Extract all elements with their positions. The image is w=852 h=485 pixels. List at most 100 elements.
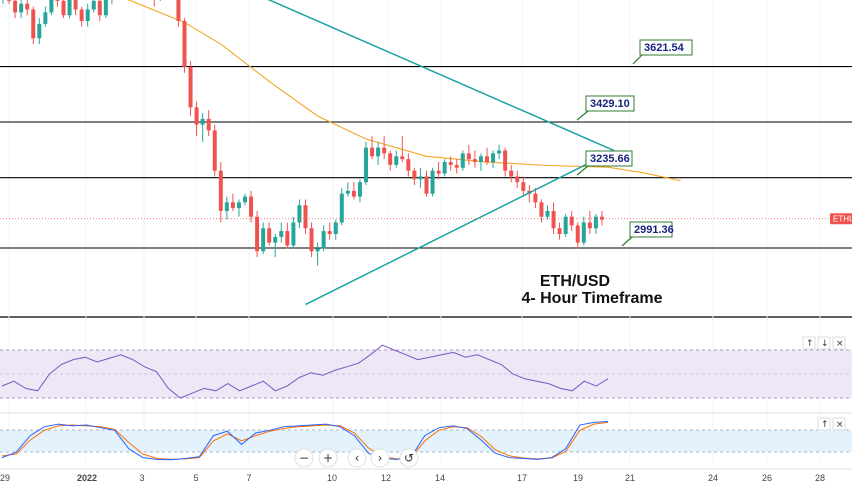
candle-body bbox=[261, 228, 266, 252]
candle-body bbox=[466, 153, 471, 160]
candle-body bbox=[19, 3, 24, 13]
labels-layer: 3621.54 3429.10 3235.66 2991.36 bbox=[576, 39, 693, 247]
x-tick-label: 19 bbox=[573, 473, 583, 483]
triangle-lower-trendline bbox=[305, 149, 615, 306]
candle-body bbox=[236, 202, 241, 209]
zoom-out-button[interactable] bbox=[294, 448, 314, 468]
level-label-pointer bbox=[632, 54, 643, 65]
candle-body bbox=[388, 153, 393, 165]
candle-body bbox=[61, 0, 66, 16]
candle-body bbox=[297, 205, 302, 223]
scroll-left-icon: ‹ bbox=[355, 451, 360, 465]
candle-body bbox=[454, 164, 459, 168]
candle-body bbox=[49, 0, 54, 13]
zoom-out-icon: − bbox=[299, 451, 309, 465]
x-tick-label: 28 bbox=[815, 473, 825, 483]
candle-body bbox=[509, 170, 514, 177]
candle-body bbox=[224, 202, 229, 211]
candle-body bbox=[315, 248, 320, 252]
candle-body bbox=[539, 202, 544, 217]
candle-body bbox=[442, 162, 447, 174]
scroll-right-button[interactable] bbox=[370, 448, 390, 468]
last-price-tag: ETHU bbox=[830, 213, 852, 225]
candle-body bbox=[382, 147, 387, 154]
candle-body bbox=[575, 225, 580, 243]
triangle-layer bbox=[267, 0, 615, 306]
candle-body bbox=[418, 176, 423, 180]
candle-body bbox=[31, 9, 36, 39]
stoch-up-button[interactable] bbox=[817, 417, 831, 431]
candle-body bbox=[569, 216, 574, 226]
candle-body bbox=[406, 159, 411, 171]
level-label-pointer bbox=[576, 165, 589, 176]
rsi-pane-controls: ↑ ↓ × bbox=[802, 336, 846, 350]
rsi-up-arrow-icon: ↑ bbox=[806, 339, 814, 349]
candle-body bbox=[503, 150, 508, 171]
x-tick-label: 14 bbox=[435, 473, 445, 483]
rsi-down-arrow-icon: ↓ bbox=[821, 339, 829, 349]
scroll-left-button[interactable] bbox=[347, 448, 367, 468]
triangle-upper-trendline bbox=[267, 0, 615, 152]
x-tick-label: 10 bbox=[327, 473, 337, 483]
candle-body bbox=[491, 153, 496, 163]
level-label: 3235.66 bbox=[590, 153, 630, 165]
x-tick-label: 5 bbox=[193, 473, 198, 483]
candle-body bbox=[37, 23, 42, 39]
candle-body bbox=[587, 222, 592, 229]
candle-body bbox=[230, 202, 235, 209]
candle-body bbox=[599, 216, 604, 220]
candle-body bbox=[291, 222, 296, 246]
scroll-right-icon: › bbox=[378, 451, 383, 465]
candle-body bbox=[327, 231, 332, 234]
candle-body bbox=[176, 0, 181, 21]
candle-body bbox=[255, 216, 260, 252]
candle-body bbox=[551, 210, 556, 229]
rsi-up-button[interactable] bbox=[802, 336, 816, 350]
candle-body bbox=[194, 107, 199, 125]
zoom-in-icon: + bbox=[323, 451, 333, 465]
candle-body bbox=[206, 118, 211, 131]
candle-body bbox=[364, 147, 368, 183]
level-label: 2991.36 bbox=[634, 224, 674, 236]
navigation-controls: − + ‹ › ↺ bbox=[294, 448, 419, 468]
rsi-down-button[interactable] bbox=[817, 336, 831, 350]
stoch-close-button[interactable] bbox=[832, 417, 846, 431]
candle-body bbox=[370, 147, 375, 157]
stoch-d-line bbox=[1, 421, 609, 460]
candle-body bbox=[243, 196, 247, 203]
level-label-box bbox=[629, 221, 673, 238]
candle-body bbox=[273, 236, 278, 243]
candle-body bbox=[563, 216, 568, 234]
reset-button[interactable] bbox=[399, 448, 419, 468]
candle-body bbox=[43, 12, 48, 24]
candle-body bbox=[333, 222, 338, 234]
x-tick-label: 3 bbox=[139, 473, 144, 483]
rsi-close-button[interactable] bbox=[832, 336, 846, 350]
candle-body bbox=[394, 156, 399, 165]
candle-body bbox=[218, 170, 223, 211]
rsi-line bbox=[1, 344, 609, 399]
candle-body bbox=[345, 190, 350, 194]
candle-body bbox=[515, 176, 520, 183]
level-label: 3621.54 bbox=[644, 42, 685, 54]
candle-body bbox=[485, 156, 489, 163]
candle-body bbox=[497, 150, 502, 154]
candle-body bbox=[339, 193, 344, 223]
level-label: 3429.10 bbox=[590, 98, 630, 110]
candle-body bbox=[67, 0, 72, 16]
candles-layer bbox=[2, 0, 604, 266]
zoom-in-button[interactable] bbox=[318, 448, 338, 468]
candle-body bbox=[400, 156, 405, 160]
candle-body bbox=[424, 176, 429, 194]
candle-body bbox=[376, 147, 381, 157]
candle-body bbox=[460, 153, 465, 168]
candle-body bbox=[279, 231, 284, 237]
x-tick-label: 12 bbox=[381, 473, 391, 483]
candle-body bbox=[249, 196, 254, 217]
candle-body bbox=[472, 159, 477, 163]
x-tick-label: 29 bbox=[0, 473, 10, 483]
candle-body bbox=[430, 170, 435, 194]
level-label-pointer bbox=[621, 236, 633, 247]
candle-body bbox=[25, 3, 30, 10]
